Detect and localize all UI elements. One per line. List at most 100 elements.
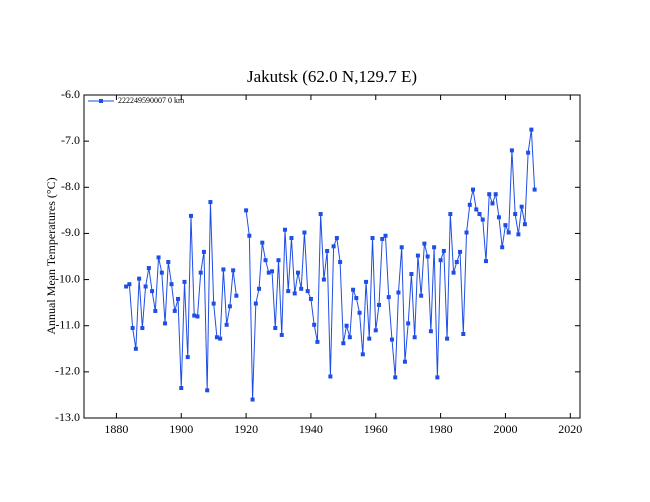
- data-point: [133, 346, 138, 351]
- data-point: [338, 260, 343, 265]
- data-point: [344, 323, 349, 328]
- data-point: [480, 217, 485, 222]
- data-point: [389, 337, 394, 342]
- data-point: [276, 258, 281, 263]
- data-point: [321, 277, 326, 282]
- data-point: [150, 289, 155, 294]
- x-tick-label: 1940: [299, 422, 323, 436]
- legend-marker: [99, 99, 103, 103]
- data-point: [328, 374, 333, 379]
- x-tick-label: 1920: [234, 422, 258, 436]
- data-point: [201, 249, 206, 254]
- data-point: [195, 314, 200, 319]
- data-point: [496, 215, 501, 220]
- data-point: [347, 335, 352, 340]
- data-point: [124, 284, 129, 289]
- data-point: [360, 352, 365, 357]
- data-point: [214, 335, 219, 340]
- data-point: [380, 236, 385, 241]
- data-point: [172, 308, 177, 313]
- data-point: [370, 236, 375, 241]
- data-point: [270, 269, 275, 274]
- data-point: [483, 259, 488, 264]
- data-point: [386, 295, 391, 300]
- data-point: [519, 204, 524, 209]
- y-tick-label: -12.0: [55, 364, 80, 378]
- data-point: [218, 336, 223, 341]
- data-point: [464, 230, 469, 235]
- data-point: [357, 310, 362, 315]
- data-point: [383, 233, 388, 238]
- data-point: [257, 286, 262, 291]
- data-point: [522, 222, 527, 227]
- y-tick-label: -11.0: [55, 317, 80, 331]
- data-point: [221, 267, 226, 272]
- data-point: [231, 268, 236, 273]
- data-point: [393, 375, 398, 380]
- data-point: [312, 322, 317, 327]
- data-point: [295, 270, 300, 275]
- data-point: [302, 230, 307, 235]
- data-point: [224, 322, 229, 327]
- data-point: [244, 208, 249, 213]
- data-point: [445, 336, 450, 341]
- data-point: [227, 304, 232, 309]
- data-point: [211, 301, 216, 306]
- data-point: [438, 258, 443, 263]
- y-axis-label: Annual Mean Temperatures (°C): [44, 177, 58, 334]
- data-point: [422, 241, 427, 246]
- data-point: [373, 328, 378, 333]
- y-tick-label: -6.0: [61, 87, 80, 101]
- data-point: [331, 244, 336, 249]
- data-point: [341, 341, 346, 346]
- data-point: [263, 258, 268, 263]
- data-point: [493, 192, 498, 197]
- data-point: [137, 276, 142, 281]
- data-point: [192, 313, 197, 318]
- data-point: [354, 296, 359, 301]
- data-point: [163, 321, 168, 326]
- data-point: [458, 249, 463, 254]
- data-point: [532, 187, 537, 192]
- data-point: [377, 302, 382, 307]
- data-point: [176, 296, 181, 301]
- data-point: [516, 232, 521, 237]
- data-point: [299, 286, 304, 291]
- data-point: [461, 332, 466, 337]
- data-point: [153, 308, 158, 313]
- data-point: [529, 127, 534, 132]
- plot-frame: [83, 94, 581, 419]
- x-tick-label: 1980: [429, 422, 453, 436]
- data-point: [402, 359, 407, 364]
- data-point: [432, 245, 437, 250]
- chart-title: Jakutsk (62.0 N,129.7 E): [247, 67, 417, 86]
- data-point: [425, 254, 430, 259]
- data-point: [399, 245, 404, 250]
- data-point: [509, 148, 514, 153]
- data-point: [166, 260, 171, 265]
- data-point: [409, 272, 414, 277]
- y-tick-label: -13.0: [55, 410, 80, 424]
- data-point: [140, 326, 145, 331]
- data-point: [247, 233, 252, 238]
- data-point: [526, 150, 531, 155]
- data-point: [419, 293, 424, 298]
- data-point: [406, 321, 411, 326]
- legend-label: 222249590007 0 km: [118, 96, 185, 105]
- data-point: [282, 227, 287, 232]
- data-point: [234, 293, 239, 298]
- data-point: [250, 397, 255, 402]
- data-point: [185, 355, 190, 360]
- data-point: [441, 248, 446, 253]
- data-point: [513, 212, 518, 217]
- data-point: [169, 282, 174, 287]
- data-point: [143, 284, 148, 289]
- y-tick-label: -8.0: [61, 179, 80, 193]
- x-tick-label: 1960: [364, 422, 388, 436]
- data-point: [415, 253, 420, 258]
- data-point: [477, 212, 482, 217]
- data-point: [503, 223, 508, 228]
- x-tick-label: 1900: [169, 422, 193, 436]
- data-point: [364, 279, 369, 284]
- data-point: [471, 187, 476, 192]
